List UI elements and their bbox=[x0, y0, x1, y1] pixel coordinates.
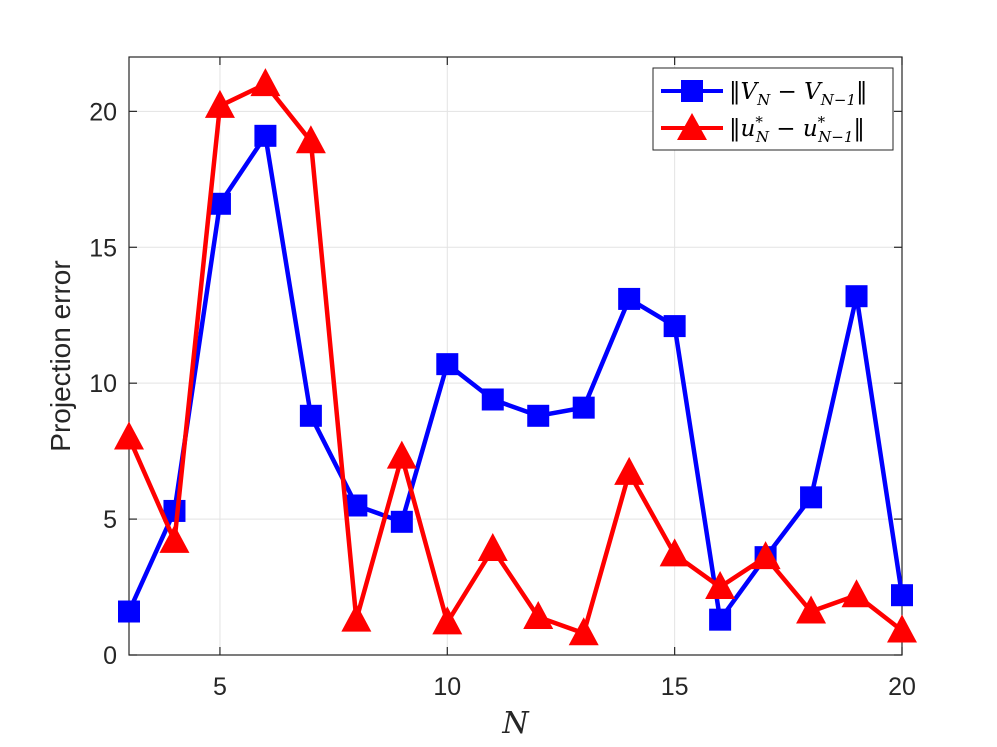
data-point-triangle bbox=[750, 541, 781, 570]
legend-u-sub-n-minus-1: N−1 bbox=[817, 128, 853, 146]
data-point-square bbox=[891, 584, 913, 607]
series-0 bbox=[118, 124, 913, 631]
data-point-triangle bbox=[477, 532, 508, 561]
series-layer bbox=[114, 68, 917, 646]
data-point-square bbox=[481, 388, 504, 411]
x-tick-label: 5 bbox=[213, 673, 227, 701]
legend-v-norm-close: ‖ bbox=[856, 79, 868, 105]
legend-swatch-square-marker bbox=[681, 80, 703, 102]
data-point-square bbox=[118, 600, 140, 623]
legend: ‖VN − VN−1‖ ‖u* N − u* N−1‖ bbox=[652, 67, 894, 151]
data-point-square bbox=[663, 315, 686, 338]
data-point-triangle bbox=[614, 456, 645, 485]
data-point-triangle bbox=[705, 571, 736, 600]
legend-u-star-2: * bbox=[818, 113, 826, 131]
data-point-square bbox=[254, 124, 277, 147]
data-point-square bbox=[845, 285, 868, 308]
legend-v-minus: − V bbox=[770, 79, 823, 105]
legend-v-sub-n: N bbox=[756, 91, 771, 109]
axis-ticks: 5 10 15 20 0 5 10 15 20 bbox=[89, 57, 916, 701]
legend-entry-v: ‖VN − VN−1‖ bbox=[661, 79, 868, 109]
plot-area-frame bbox=[128, 56, 903, 656]
data-point-square bbox=[436, 353, 459, 376]
data-point-triangle bbox=[568, 617, 599, 646]
y-tick-label: 15 bbox=[89, 234, 117, 262]
data-point-triangle bbox=[659, 538, 690, 567]
legend-swatch-triangle-marker bbox=[677, 113, 707, 140]
data-point-triangle bbox=[796, 595, 827, 624]
data-point-square bbox=[572, 396, 595, 419]
data-point-square bbox=[299, 404, 322, 427]
y-tick-label: 5 bbox=[103, 506, 117, 534]
data-point-square bbox=[345, 494, 368, 517]
data-point-square bbox=[800, 486, 823, 509]
legend-u-minus: − u bbox=[769, 116, 818, 142]
y-tick-label: 0 bbox=[103, 642, 117, 670]
data-point-triangle bbox=[432, 606, 463, 635]
data-point-triangle bbox=[204, 89, 235, 118]
x-tick-label: 10 bbox=[433, 673, 461, 701]
y-tick-label: 10 bbox=[89, 370, 117, 398]
y-tick-label: 20 bbox=[89, 98, 117, 126]
data-point-triangle bbox=[386, 440, 417, 469]
data-point-triangle bbox=[295, 125, 326, 154]
x-tick-label: 20 bbox=[888, 673, 916, 701]
data-point-triangle bbox=[159, 524, 190, 553]
data-point-triangle bbox=[250, 68, 281, 97]
data-point-square bbox=[390, 510, 413, 533]
legend-v-sub-n-minus-1: N−1 bbox=[820, 91, 856, 109]
x-axis-label: N bbox=[501, 706, 530, 741]
data-point-square bbox=[527, 404, 550, 427]
y-axis-label: Projection error bbox=[45, 260, 76, 451]
series-1 bbox=[114, 68, 917, 646]
legend-u-star: * bbox=[755, 113, 763, 131]
legend-u-sub-n: N bbox=[755, 128, 770, 146]
data-point-square bbox=[618, 287, 641, 310]
data-point-triangle bbox=[523, 600, 554, 629]
legend-v-norm-open: ‖V bbox=[729, 79, 760, 105]
data-point-triangle bbox=[341, 603, 372, 632]
legend-label-v: ‖VN − VN−1‖ bbox=[729, 79, 868, 109]
data-point-square bbox=[709, 608, 732, 631]
legend-entry-u: ‖u* N − u* N−1‖ bbox=[661, 113, 865, 146]
legend-u-norm-close: ‖ bbox=[853, 116, 865, 142]
legend-label-u: ‖u* N − u* N−1‖ bbox=[729, 113, 865, 146]
data-point-square bbox=[208, 192, 231, 215]
data-point-triangle bbox=[841, 579, 872, 608]
data-point-triangle bbox=[114, 421, 144, 450]
x-tick-label: 15 bbox=[661, 673, 689, 701]
data-point-triangle bbox=[887, 614, 917, 643]
legend-u-norm-open: ‖u bbox=[729, 116, 755, 142]
